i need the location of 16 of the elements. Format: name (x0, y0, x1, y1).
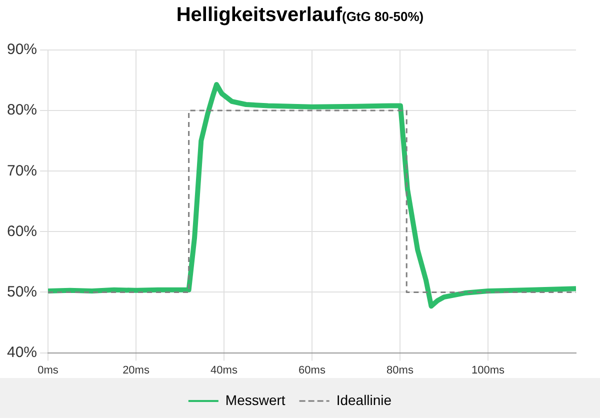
legend-label: Ideallinie (336, 392, 392, 408)
x-tick-label: 80ms (386, 364, 414, 376)
chart-subtitle: (GtG 80-50%) (342, 9, 424, 24)
x-tick-label: 0ms (38, 364, 59, 376)
y-tick-label: 90% (6, 41, 38, 58)
legend-label: Messwert (225, 392, 286, 408)
x-tick-label: 20ms (122, 364, 150, 376)
x-tick-label: 60ms (298, 364, 326, 376)
x-tick-label: 40ms (210, 364, 238, 376)
chart-title: Helligkeitsverlauf (176, 4, 342, 26)
x-tick-label: 100ms (471, 364, 506, 376)
y-tick-label: 80% (6, 102, 38, 119)
y-tick-label: 70% (6, 162, 38, 180)
y-tick-label: 60% (6, 222, 38, 240)
y-tick-label: 50% (6, 283, 38, 300)
y-tick-label: 40% (6, 344, 38, 361)
